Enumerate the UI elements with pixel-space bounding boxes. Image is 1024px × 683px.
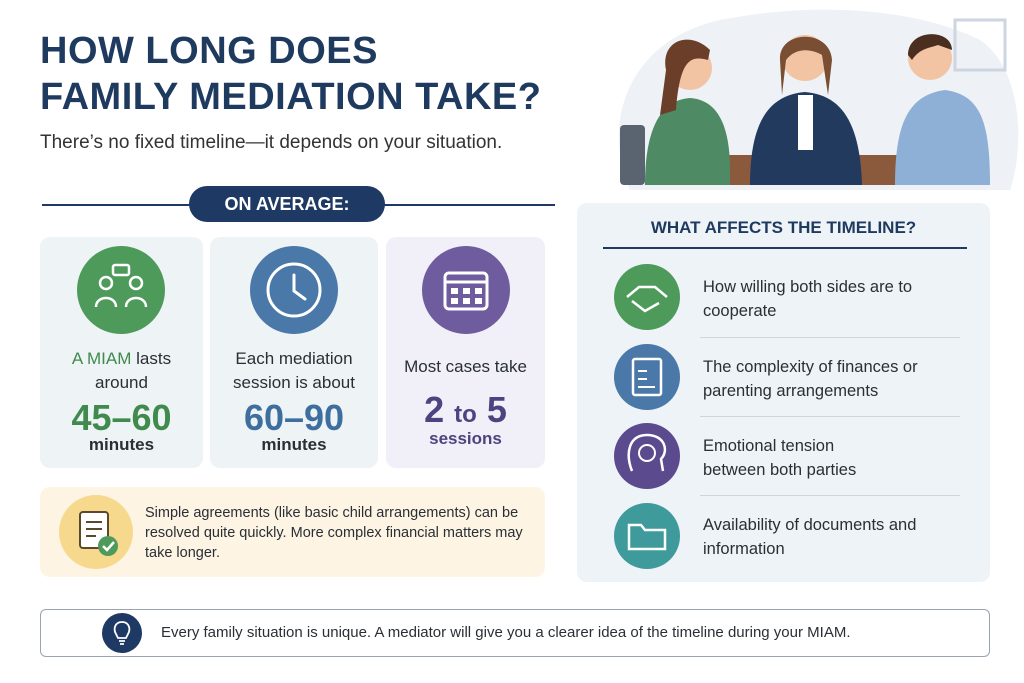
shape xyxy=(128,275,144,291)
shape xyxy=(451,298,458,304)
shape xyxy=(86,521,102,537)
footer-text: Every family situation is unique. A medi… xyxy=(161,624,851,641)
stat-text: A MIAM lasts around xyxy=(48,347,195,395)
note-box: Simple agreements (like basic child arra… xyxy=(40,487,545,577)
shape xyxy=(292,273,307,301)
shape xyxy=(638,444,656,462)
factor-text: The complexity of finances or parenting … xyxy=(703,358,918,400)
factor-text: Availability of documents and informatio… xyxy=(703,516,917,558)
shape xyxy=(102,613,142,653)
stat-card: Most cases take 2 to 5 sessions xyxy=(386,237,545,468)
value-part: to xyxy=(454,401,477,428)
shape xyxy=(614,503,680,569)
shape xyxy=(111,263,131,277)
shape xyxy=(98,536,118,556)
stat-card: Each mediation session is about 60–90 mi… xyxy=(210,237,378,468)
shape xyxy=(98,275,114,291)
shape xyxy=(451,288,458,294)
stat-value: 45–60 xyxy=(71,397,172,438)
title-line: FAMILY MEDIATION TAKE? xyxy=(40,76,542,118)
subtitle: There’s no fixed timeline—it depends on … xyxy=(40,132,503,153)
factor-icons xyxy=(614,264,680,569)
shape xyxy=(895,90,990,185)
factors-panel: WHAT AFFECTS THE TIMELINE? How willing b… xyxy=(577,203,990,582)
shape xyxy=(475,298,482,304)
shape xyxy=(631,357,663,397)
shape xyxy=(77,246,165,334)
separator xyxy=(700,416,960,417)
highlight: A MIAM xyxy=(71,349,132,368)
shape xyxy=(908,34,952,60)
shape xyxy=(113,621,131,645)
stat-value: 2 to 5 xyxy=(386,389,545,431)
shape xyxy=(463,298,470,304)
value-part: 5 xyxy=(486,389,507,430)
shape xyxy=(627,523,667,551)
stat-text: Most cases take xyxy=(404,357,527,376)
shape xyxy=(614,264,680,330)
shape xyxy=(638,370,655,388)
underline xyxy=(603,247,967,249)
shape xyxy=(798,95,813,150)
shape xyxy=(475,288,482,294)
stat-unit: sessions xyxy=(429,429,502,448)
stat-value: 60–90 xyxy=(243,397,345,438)
stat-card: A MIAM lasts around 45–60 minutes xyxy=(40,237,203,468)
shape xyxy=(953,18,1007,72)
panel-title: WHAT AFFECTS THE TIMELINE? xyxy=(650,218,917,237)
separator xyxy=(700,495,960,496)
icon xyxy=(102,613,142,653)
shape xyxy=(626,285,668,313)
shape xyxy=(627,433,667,472)
value-part: 2 xyxy=(424,389,445,430)
shape xyxy=(451,288,482,304)
separator xyxy=(700,337,960,338)
shape xyxy=(463,288,470,294)
stat-unit: minutes xyxy=(261,435,327,454)
lead: lasts around xyxy=(95,349,172,392)
footer-box: Every family situation is unique. A medi… xyxy=(40,609,990,657)
shape xyxy=(645,98,730,185)
note-text: Simple agreements (like basic child arra… xyxy=(145,505,523,561)
shape xyxy=(614,423,680,489)
icon xyxy=(77,246,165,334)
factor-text: Emotional tension between both parties xyxy=(703,437,857,479)
shape xyxy=(94,296,148,308)
icon xyxy=(59,495,133,569)
icon xyxy=(422,246,510,334)
shape xyxy=(620,125,645,185)
shape xyxy=(102,541,115,552)
illustration xyxy=(618,9,1019,190)
title-line: HOW LONG DOES xyxy=(40,30,378,72)
shape xyxy=(94,263,148,308)
shape xyxy=(779,36,832,95)
shape xyxy=(443,271,489,311)
factor-text: How willing both sides are to cooperate xyxy=(703,278,913,320)
shape xyxy=(266,262,322,318)
stat-unit: minutes xyxy=(88,435,155,454)
title: HOW LONG DOES FAMILY MEDIATION TAKE? xyxy=(40,28,542,120)
shape xyxy=(660,39,710,115)
section-label: ON AVERAGE: xyxy=(189,186,385,222)
shape xyxy=(614,344,680,410)
icon xyxy=(250,246,338,334)
stat-text: Each mediation session is about xyxy=(233,349,355,392)
